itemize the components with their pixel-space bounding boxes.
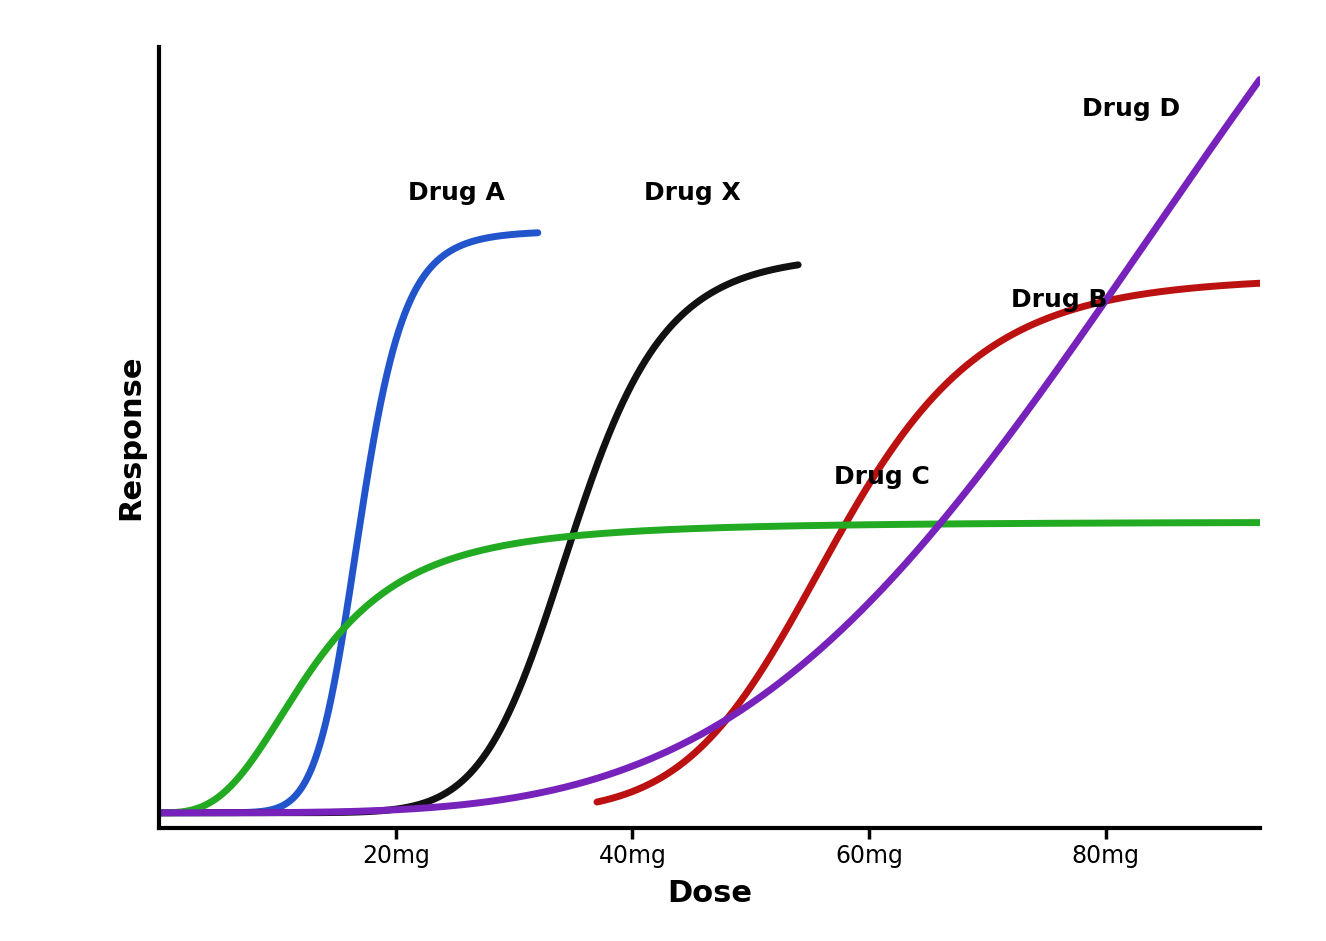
Y-axis label: Response: Response: [117, 355, 146, 520]
X-axis label: Dose: Dose: [667, 879, 752, 908]
Text: Drug D: Drug D: [1082, 97, 1180, 121]
Text: Drug C: Drug C: [834, 465, 930, 488]
Text: Drug A: Drug A: [407, 182, 504, 205]
Text: Drug X: Drug X: [644, 182, 741, 205]
Text: Drug B: Drug B: [1012, 288, 1107, 312]
